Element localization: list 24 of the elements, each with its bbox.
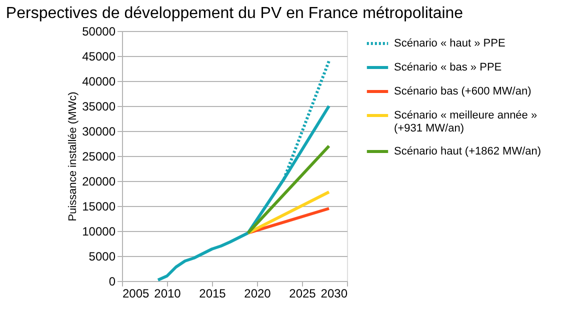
y-tick-label: 45000 xyxy=(82,50,116,64)
x-tick-label: 2010 xyxy=(154,286,182,300)
y-tick-label: 20000 xyxy=(82,174,116,188)
legend-label: Scénario « bas » PPE xyxy=(394,62,502,74)
x-tick-label: 2015 xyxy=(199,286,226,300)
y-tick-label: 25000 xyxy=(82,150,116,164)
legend-label: Scénario haut (+1862 MW/an) xyxy=(394,146,542,158)
y-tick-label: 5000 xyxy=(88,250,116,264)
x-tick-label: 2025 xyxy=(289,286,316,300)
y-tick-label: 35000 xyxy=(82,100,116,114)
y-tick-label: 15000 xyxy=(82,200,116,214)
y-axis-title: Puissance installée (MWc) xyxy=(67,92,80,222)
x-tick-label: 2020 xyxy=(244,286,272,300)
x-tick-label: 2030 xyxy=(320,286,348,300)
chart-title: Perspectives de développement du PV en France métropolitaine xyxy=(6,5,464,22)
y-tick-label: 10000 xyxy=(82,224,116,238)
y-tick-label: 30000 xyxy=(82,124,116,138)
legend-label: Scénario « haut » PPE xyxy=(394,38,506,50)
y-tick-label: 0 xyxy=(108,274,116,288)
legend-label: Scénario « meilleure année » (+931 MW/an) xyxy=(394,110,538,134)
x-tick-label: 2005 xyxy=(122,286,150,300)
legend-label: Scénario bas (+600 MW/an) xyxy=(394,86,532,98)
y-tick-label: 50000 xyxy=(82,24,116,38)
y-tick-label: 40000 xyxy=(82,74,116,88)
